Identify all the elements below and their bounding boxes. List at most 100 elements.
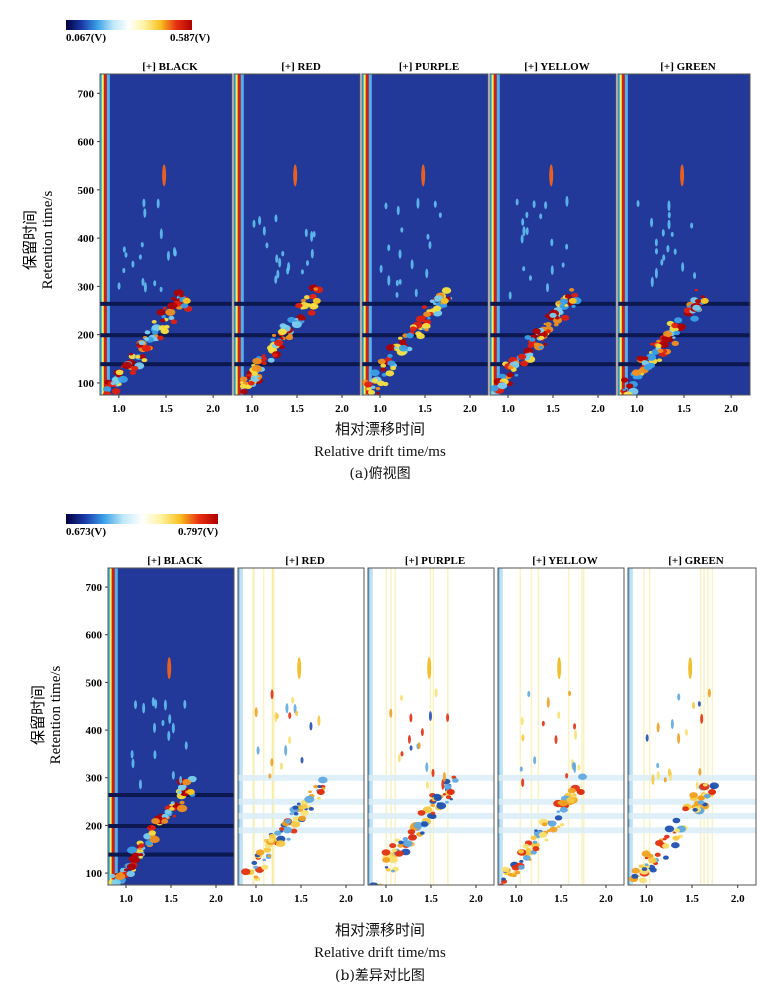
plot-background [108,568,234,885]
peak [300,269,304,275]
peak [525,211,529,219]
peak [684,728,688,736]
peak [387,275,391,286]
peak [506,372,514,378]
peak [666,244,670,253]
peak [239,381,244,384]
peak [117,282,121,290]
streak [253,568,255,885]
x-tick-label: 2.0 [724,403,738,415]
peak [655,840,664,847]
peak [514,373,519,377]
x-tick-label: 1.5 [677,403,691,415]
peak [571,304,576,308]
peak [398,336,403,340]
peak [156,309,166,316]
peak [407,735,411,744]
y-tick-label: 700 [86,582,103,594]
peak [667,200,671,212]
peak [692,304,701,311]
plot-background [100,74,232,395]
peak [538,831,548,838]
peak [426,233,430,240]
peak [309,721,313,731]
peak [521,218,525,226]
peak [121,361,133,369]
peak [677,693,681,701]
h-band [368,827,494,834]
peak [171,722,175,734]
peak [670,231,674,237]
peak [565,243,569,250]
peak [662,837,667,841]
peak [643,363,653,371]
colorbar-b [66,514,218,524]
peak [641,850,651,857]
peak [251,371,258,376]
peak [550,238,554,247]
peak [433,200,437,208]
peak [298,815,307,822]
peak [695,781,699,790]
peak [184,741,188,750]
peak [443,784,452,790]
peak [632,369,642,376]
h-band [362,333,488,338]
rip-band [239,568,243,885]
peak [263,847,272,853]
peak [507,365,514,370]
peak [386,868,391,872]
peak [290,828,298,834]
peak [428,711,432,722]
peak [533,756,537,765]
plot-background [234,74,360,395]
peak [417,742,421,750]
peak [690,315,699,322]
h-band [100,362,232,367]
plot-area [368,568,494,885]
peak [156,198,160,209]
peak [262,226,266,236]
peak [420,821,428,827]
peak [446,713,450,722]
peak [512,873,517,878]
peak [394,850,404,857]
peak [709,782,719,790]
peak [246,376,251,379]
peak [522,843,530,849]
peak [421,164,426,187]
sample-title: [+] PURPLE [399,61,459,73]
x-tick-label: 1.0 [509,893,523,905]
peak [265,242,269,249]
peak [274,339,284,347]
peak [162,164,167,187]
peak [170,801,175,805]
peak [431,768,435,778]
peak [429,813,437,820]
peak [301,317,306,321]
peak [278,257,282,268]
peak [632,375,639,380]
peak [381,849,391,856]
peak [256,746,260,755]
peak [659,340,670,349]
peak [638,864,644,869]
peak [253,865,258,869]
peak [434,295,444,302]
peak [172,814,177,818]
peak [387,354,393,358]
x-axis-label-en-a: Relative drift time/ms [314,444,446,460]
peak [441,287,452,294]
peak [304,795,315,803]
caption-b: (b)差异对比图 [335,968,425,984]
h-band [498,827,624,834]
peak [255,849,265,856]
h-band [628,774,756,781]
peak [306,303,311,306]
peak [667,211,671,219]
peak [270,338,276,342]
peak [638,877,647,884]
peak [253,875,259,879]
